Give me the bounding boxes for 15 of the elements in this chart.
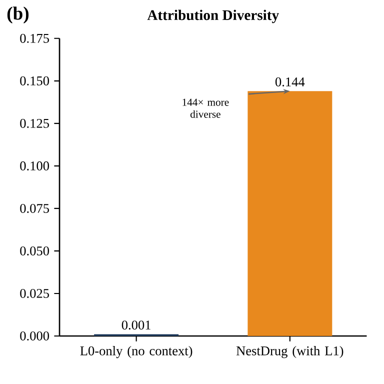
data-label: 0.001 bbox=[122, 320, 150, 330]
y-tick-label: 0.000 bbox=[20, 331, 50, 341]
data-label: 0.144 bbox=[275, 77, 305, 86]
text: (b) bbox=[7, 6, 29, 24]
y-tick-label: 0.125 bbox=[20, 118, 49, 128]
y-tick-label: 0.150 bbox=[20, 76, 50, 86]
y-tick-label: 0.050 bbox=[20, 246, 50, 256]
y-tick-label: 0.100 bbox=[20, 161, 50, 170]
y-tick-label: 0.025 bbox=[20, 288, 49, 298]
x-tick-label: NestDrug (with L1) bbox=[236, 346, 344, 358]
y-tick-label: 0.175 bbox=[20, 34, 49, 43]
chart-title: Attribution Diversity bbox=[147, 10, 279, 24]
y-tick-label: 0.075 bbox=[20, 204, 49, 213]
x-tick-label: L0-only (no context) bbox=[80, 346, 192, 358]
annotation: 144× more diverse bbox=[182, 98, 229, 118]
